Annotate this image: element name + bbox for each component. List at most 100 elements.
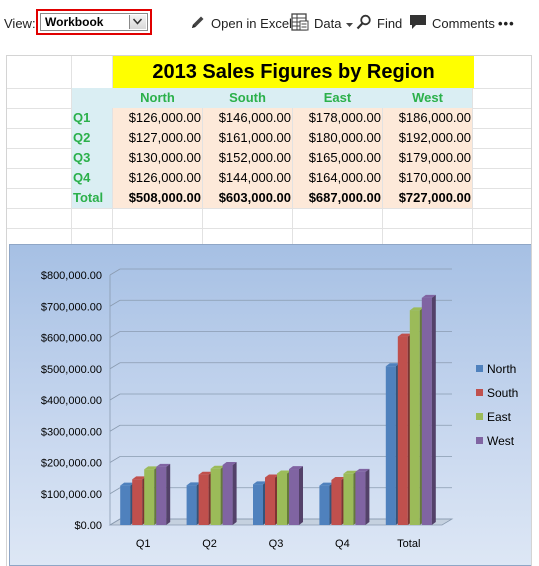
row-label-q2[interactable]: Q2	[73, 130, 91, 145]
y-tick-label: $500,000.00	[41, 364, 102, 376]
chevron-down-icon[interactable]	[129, 15, 146, 29]
bar-north-q4	[319, 485, 330, 525]
x-tick-label: Q3	[269, 538, 284, 550]
bar-north-q2	[186, 485, 197, 525]
cell[interactable]: $186,000.00	[383, 108, 472, 128]
column-header-north[interactable]: North	[140, 90, 175, 105]
view-select-box[interactable]: Workbook	[40, 13, 148, 31]
find-label: Find	[377, 15, 403, 31]
x-tick-label: Q2	[202, 538, 217, 550]
legend-swatch-north	[476, 365, 483, 372]
more-icon: •••	[498, 15, 515, 31]
bar-south-q4	[331, 480, 342, 525]
view-label: View:	[4, 16, 36, 31]
bar-top	[253, 481, 267, 485]
gridline-diag	[109, 518, 121, 526]
bar-side	[431, 294, 436, 525]
bar-north-total	[385, 366, 396, 525]
cell[interactable]: $180,000.00	[293, 128, 382, 148]
gridline-diag	[109, 268, 121, 276]
sheet-title[interactable]: 2013 Sales Figures by Region	[113, 56, 474, 88]
bar-side	[166, 463, 171, 525]
cell[interactable]: $165,000.00	[293, 148, 382, 168]
view-select[interactable]: Workbook	[36, 9, 152, 35]
bar-west-q2	[222, 465, 233, 525]
comments-button[interactable]: Comments	[409, 14, 495, 32]
cell[interactable]: $126,000.00	[113, 168, 202, 188]
find-button[interactable]: Find	[356, 14, 402, 32]
cell[interactable]: $144,000.00	[203, 168, 292, 188]
search-icon	[356, 14, 372, 33]
row-label-q4[interactable]: Q4	[73, 170, 91, 185]
gridline-diag	[109, 424, 121, 432]
row-label-total[interactable]: Total	[73, 190, 104, 205]
bar-south-q1	[132, 479, 143, 525]
cell[interactable]: $130,000.00	[113, 148, 202, 168]
bar-top	[409, 307, 424, 311]
toolbar: View: Workbook Open in Excel Data	[0, 0, 539, 46]
bar-top	[319, 482, 334, 486]
bar-top	[144, 466, 159, 470]
cell[interactable]: $603,000.00	[203, 188, 292, 208]
y-tick-label: $800,000.00	[41, 270, 102, 282]
data-table-icon	[291, 12, 309, 34]
row-label-q1[interactable]: Q1	[73, 110, 91, 125]
cell[interactable]: $687,000.00	[293, 188, 382, 208]
comment-icon	[409, 14, 427, 33]
more-options-button[interactable]: •••	[498, 14, 515, 32]
bar-top	[385, 363, 400, 367]
legend-label-south: South	[487, 386, 518, 400]
bar-top	[198, 471, 213, 475]
x-tick-label: Q1	[136, 538, 151, 550]
bar-south-q3	[265, 477, 275, 525]
cell[interactable]: $152,000.00	[203, 148, 292, 168]
bar-east-total	[409, 310, 420, 525]
column-header-west[interactable]: West	[412, 90, 443, 105]
gridline-diag	[109, 487, 121, 495]
cell[interactable]: $178,000.00	[293, 108, 382, 128]
sales-chart[interactable]: $0.00 $100,000.00 $200,000.00 $300,000.00 $4…	[9, 244, 531, 566]
legend-swatch-east	[476, 413, 483, 420]
cell[interactable]: $127,000.00	[113, 128, 202, 148]
cell[interactable]: $161,000.00	[203, 128, 292, 148]
cell[interactable]: $146,000.00	[203, 108, 292, 128]
legend-label-north: North	[487, 362, 516, 376]
bar-east-q1	[144, 469, 155, 525]
bar-top	[120, 482, 135, 486]
bar-top	[222, 462, 237, 465]
gridline-diag	[109, 331, 121, 338]
bar-top	[265, 474, 279, 478]
row-label-q3[interactable]: Q3	[73, 150, 91, 165]
column-header-east[interactable]: East	[323, 90, 352, 105]
bar-north-q1	[120, 485, 131, 525]
spreadsheet-grid: 2013 Sales Figures by Region North South…	[6, 55, 532, 566]
bar-south-q2	[198, 474, 209, 525]
bar-top	[343, 470, 358, 474]
cell[interactable]: $170,000.00	[383, 168, 472, 188]
y-tick-label: $300,000.00	[41, 426, 102, 438]
y-tick-label: $0.00	[74, 520, 102, 532]
x-tick-label: Q4	[335, 538, 350, 550]
bar-top	[289, 466, 303, 470]
gridline-diag	[109, 362, 121, 370]
bar-west-total	[421, 297, 432, 525]
bar-top	[277, 470, 291, 474]
bar-north-q3	[253, 484, 263, 525]
cell[interactable]: $192,000.00	[383, 128, 472, 148]
gridline-diag	[109, 456, 121, 463]
cell[interactable]: $126,000.00	[113, 108, 202, 128]
y-tick-label: $600,000.00	[41, 333, 102, 345]
column-header-south[interactable]: South	[229, 90, 266, 105]
chart-svg: $0.00 $100,000.00 $200,000.00 $300,000.00 $4…	[41, 268, 518, 550]
cell[interactable]: $508,000.00	[113, 188, 202, 208]
cell[interactable]: $727,000.00	[383, 188, 472, 208]
bar-west-q4	[355, 471, 366, 525]
data-menu-button[interactable]: Data	[291, 12, 354, 34]
cell[interactable]: $164,000.00	[293, 168, 382, 188]
bar-top	[186, 482, 201, 486]
open-in-excel-button[interactable]: Open in Excel	[190, 14, 292, 32]
bar-top	[331, 477, 346, 480]
bar-top	[156, 463, 171, 467]
bar-east-q4	[343, 473, 354, 525]
cell[interactable]: $179,000.00	[383, 148, 472, 168]
